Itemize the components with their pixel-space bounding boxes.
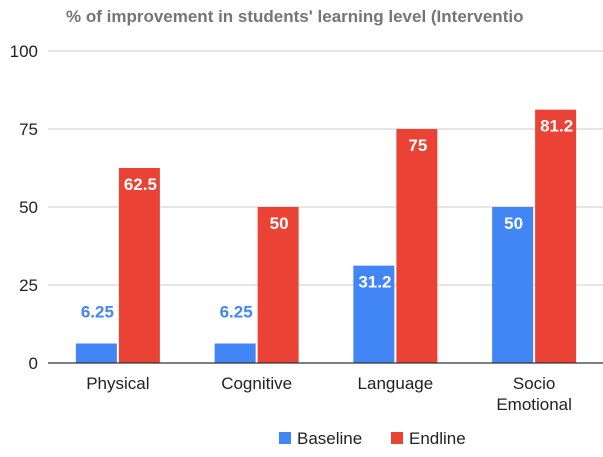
legend-swatch-endline (391, 432, 403, 444)
data-label-endline-0: 62.5 (124, 175, 157, 194)
axes: 0 25 50 75 100 Physical Cognitive Language Socio… (10, 42, 603, 414)
bar-endline-3 (535, 109, 577, 363)
data-label-baseline-3: 50 (504, 214, 523, 233)
x-category-label: Language (358, 374, 434, 393)
x-category-label: Emotional (496, 395, 572, 414)
legend-label-baseline: Baseline (297, 429, 362, 448)
legend-label-endline: Endline (409, 429, 466, 448)
bar-baseline-2 (353, 265, 395, 363)
bar-baseline-0 (75, 343, 117, 363)
y-tick-label: 0 (29, 354, 38, 373)
data-label-baseline-0: 6.25 (81, 303, 114, 322)
data-label-endline-1: 50 (270, 214, 289, 233)
bar-baseline-1 (214, 343, 256, 363)
x-category-label: Cognitive (221, 374, 292, 393)
y-tick-label: 75 (19, 120, 38, 139)
bar-endline-0 (118, 168, 160, 363)
x-category-label: Physical (86, 374, 149, 393)
legend: Baseline Endline (279, 429, 466, 448)
data-label-baseline-2: 31.2 (358, 273, 391, 292)
bar-endline-2 (396, 129, 438, 363)
chart-title: % of improvement in students' learning l… (66, 7, 523, 26)
y-tick-label: 100 (10, 42, 38, 61)
data-label-endline-2: 75 (408, 136, 427, 155)
bars (75, 109, 577, 363)
bar-endline-1 (257, 207, 299, 363)
y-tick-label: 50 (19, 198, 38, 217)
legend-swatch-baseline (279, 432, 291, 444)
data-label-endline-3: 81.2 (540, 117, 573, 136)
x-category-label: Socio (513, 374, 556, 393)
data-labels: 6.25 6.25 31.2 50 62.5 50 75 81.2 (81, 117, 573, 322)
data-label-baseline-1: 6.25 (220, 303, 253, 322)
bar-baseline-3 (492, 207, 534, 363)
y-tick-label: 25 (19, 276, 38, 295)
